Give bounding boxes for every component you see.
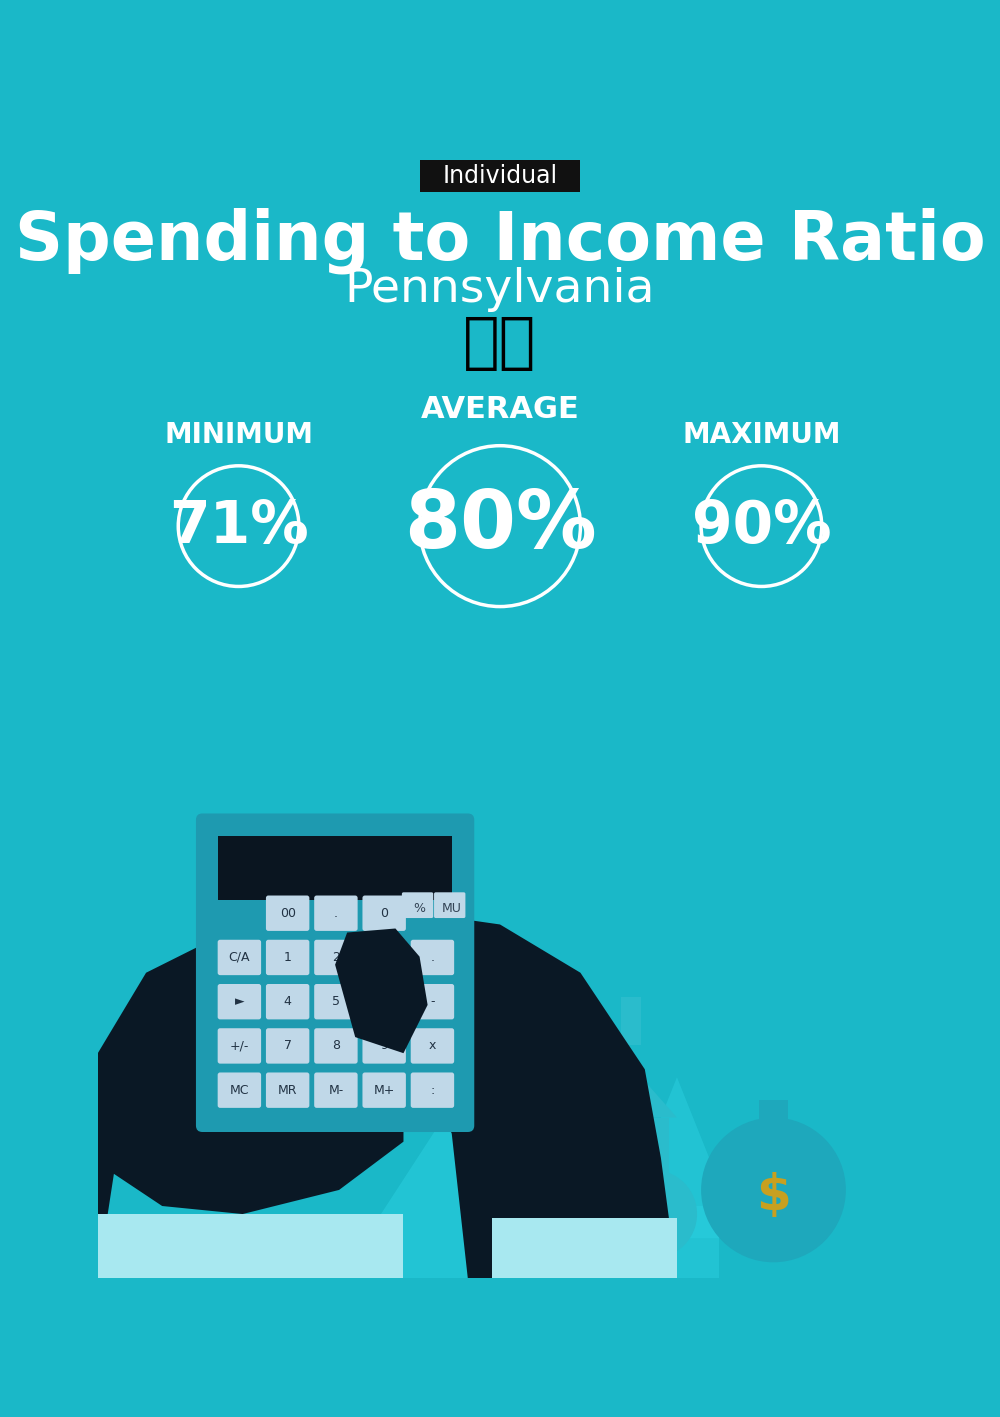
Text: M-: M- [328, 1084, 344, 1097]
FancyBboxPatch shape [759, 1100, 788, 1124]
Text: ►: ► [235, 995, 244, 1007]
FancyBboxPatch shape [411, 983, 454, 1019]
Text: 8: 8 [332, 1040, 340, 1053]
Text: .: . [334, 907, 338, 920]
FancyBboxPatch shape [643, 1158, 662, 1173]
FancyBboxPatch shape [621, 998, 641, 1046]
FancyBboxPatch shape [362, 896, 406, 931]
Polygon shape [331, 908, 677, 1278]
Polygon shape [492, 1219, 677, 1278]
FancyBboxPatch shape [556, 1173, 605, 1263]
FancyBboxPatch shape [266, 1073, 309, 1108]
Text: $: $ [642, 1203, 663, 1233]
FancyBboxPatch shape [402, 893, 433, 918]
FancyBboxPatch shape [502, 1224, 642, 1236]
FancyBboxPatch shape [218, 836, 452, 900]
FancyBboxPatch shape [266, 1029, 309, 1064]
Text: .: . [430, 951, 434, 964]
Polygon shape [98, 1214, 403, 1278]
FancyBboxPatch shape [492, 1253, 633, 1264]
FancyBboxPatch shape [314, 983, 358, 1019]
FancyBboxPatch shape [218, 939, 261, 975]
FancyBboxPatch shape [635, 1206, 719, 1278]
FancyBboxPatch shape [362, 1073, 406, 1108]
FancyBboxPatch shape [266, 983, 309, 1019]
Text: M+: M+ [373, 1084, 395, 1097]
FancyBboxPatch shape [314, 896, 358, 931]
Text: %: % [414, 901, 426, 915]
FancyBboxPatch shape [218, 1029, 261, 1064]
Text: MAXIMUM: MAXIMUM [682, 421, 841, 449]
FancyBboxPatch shape [411, 1073, 454, 1108]
FancyBboxPatch shape [497, 1238, 638, 1250]
FancyBboxPatch shape [314, 1073, 358, 1108]
Text: 2: 2 [332, 951, 340, 964]
Polygon shape [98, 932, 403, 1278]
Text: 7: 7 [284, 1040, 292, 1053]
FancyBboxPatch shape [494, 1246, 635, 1257]
Polygon shape [339, 1118, 548, 1278]
Text: 🇺🇸: 🇺🇸 [463, 315, 537, 373]
Text: Individual: Individual [442, 164, 558, 188]
Polygon shape [613, 1077, 741, 1238]
Text: x: x [429, 1040, 436, 1053]
Text: Pennsylvania: Pennsylvania [345, 266, 655, 312]
FancyBboxPatch shape [218, 983, 261, 1019]
Text: -: - [430, 995, 435, 1007]
Text: :: : [430, 1084, 435, 1097]
Circle shape [609, 1170, 697, 1258]
FancyBboxPatch shape [504, 1216, 645, 1227]
Text: AVERAGE: AVERAGE [421, 395, 579, 424]
FancyBboxPatch shape [266, 896, 309, 931]
Text: MR: MR [278, 1084, 297, 1097]
Polygon shape [492, 1013, 677, 1118]
FancyBboxPatch shape [411, 1029, 454, 1064]
Text: MINIMUM: MINIMUM [164, 421, 313, 449]
FancyBboxPatch shape [362, 1029, 406, 1064]
Text: 90%: 90% [692, 497, 831, 554]
FancyBboxPatch shape [506, 1209, 647, 1220]
FancyBboxPatch shape [314, 939, 358, 975]
Text: 80%: 80% [404, 487, 596, 565]
Text: 71%: 71% [169, 497, 308, 554]
FancyBboxPatch shape [314, 1029, 358, 1064]
Text: 0: 0 [380, 907, 388, 920]
Text: MC: MC [230, 1084, 249, 1097]
Text: 6: 6 [380, 995, 388, 1007]
FancyBboxPatch shape [420, 160, 580, 193]
Text: 3: 3 [380, 951, 388, 964]
Text: MU: MU [442, 901, 462, 915]
FancyBboxPatch shape [411, 939, 454, 975]
FancyBboxPatch shape [500, 1118, 669, 1263]
FancyBboxPatch shape [196, 813, 474, 1132]
FancyBboxPatch shape [499, 1231, 640, 1243]
Text: 4: 4 [284, 995, 292, 1007]
FancyBboxPatch shape [362, 983, 406, 1019]
FancyBboxPatch shape [434, 893, 465, 918]
FancyBboxPatch shape [266, 939, 309, 975]
Circle shape [701, 1118, 846, 1263]
Text: Spending to Income Ratio: Spending to Income Ratio [15, 208, 985, 275]
Text: 5: 5 [332, 995, 340, 1007]
FancyBboxPatch shape [509, 1202, 650, 1213]
Text: $: $ [756, 1172, 791, 1220]
Polygon shape [335, 928, 428, 1053]
Text: 9: 9 [380, 1040, 388, 1053]
Text: 1: 1 [284, 951, 292, 964]
Text: C/A: C/A [229, 951, 250, 964]
FancyBboxPatch shape [218, 1073, 261, 1108]
Text: 00: 00 [280, 907, 296, 920]
Text: +/-: +/- [230, 1040, 249, 1053]
FancyBboxPatch shape [362, 939, 406, 975]
